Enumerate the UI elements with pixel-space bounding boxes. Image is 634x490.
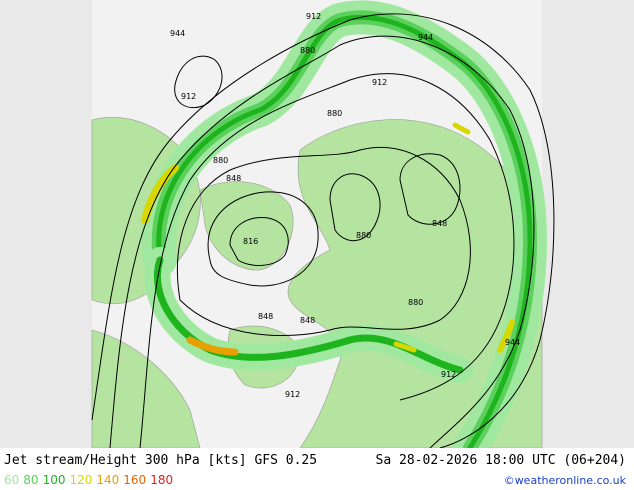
- credit-link[interactable]: ©weatheronline.co.uk: [503, 474, 626, 487]
- contour-labels: 912 944 880 912 944 912 880 880 848 848 …: [170, 12, 520, 399]
- legend-value: 160: [123, 473, 147, 487]
- legend-value: 180: [150, 473, 174, 487]
- contour-label: 880: [356, 231, 371, 240]
- contour-label: 944: [505, 338, 520, 347]
- contour-label: 816: [243, 237, 258, 246]
- jet-stream-bands: [141, 0, 548, 448]
- contour-label: 848: [258, 312, 273, 321]
- contour-label: 848: [300, 316, 315, 325]
- contour-label: 912: [181, 92, 196, 101]
- wind-speed-legend: 60 80 100 120 140 160 180: [4, 473, 177, 487]
- contour-label: 944: [170, 29, 185, 38]
- contour-label: 848: [432, 219, 447, 228]
- contour-label: 880: [213, 156, 228, 165]
- legend-value: 60: [4, 473, 20, 487]
- contour-label: 880: [408, 298, 423, 307]
- forecast-datetime: Sa 28-02-2026 18:00 UTC (06+204): [375, 453, 626, 468]
- contour-label: 912: [372, 78, 387, 87]
- jet-stream-map: 912 944 880 912 944 912 880 880 848 848 …: [0, 0, 634, 448]
- legend-value: 140: [96, 473, 120, 487]
- contour-label: 880: [327, 109, 342, 118]
- height-contours: [91, 13, 555, 448]
- legend-value: 80: [23, 473, 39, 487]
- legend-value: 120: [69, 473, 93, 487]
- contour-label: 944: [418, 33, 433, 42]
- contour-label: 880: [300, 46, 315, 55]
- contour-label: 912: [306, 12, 321, 21]
- contour-label: 848: [226, 174, 241, 183]
- contour-label: 912: [285, 390, 300, 399]
- contour-label: 912: [441, 370, 456, 379]
- map-title: Jet stream/Height 300 hPa [kts] GFS 0.25: [4, 453, 318, 468]
- legend-value: 100: [42, 473, 66, 487]
- map-footer: Jet stream/Height 300 hPa [kts] GFS 0.25…: [0, 448, 634, 490]
